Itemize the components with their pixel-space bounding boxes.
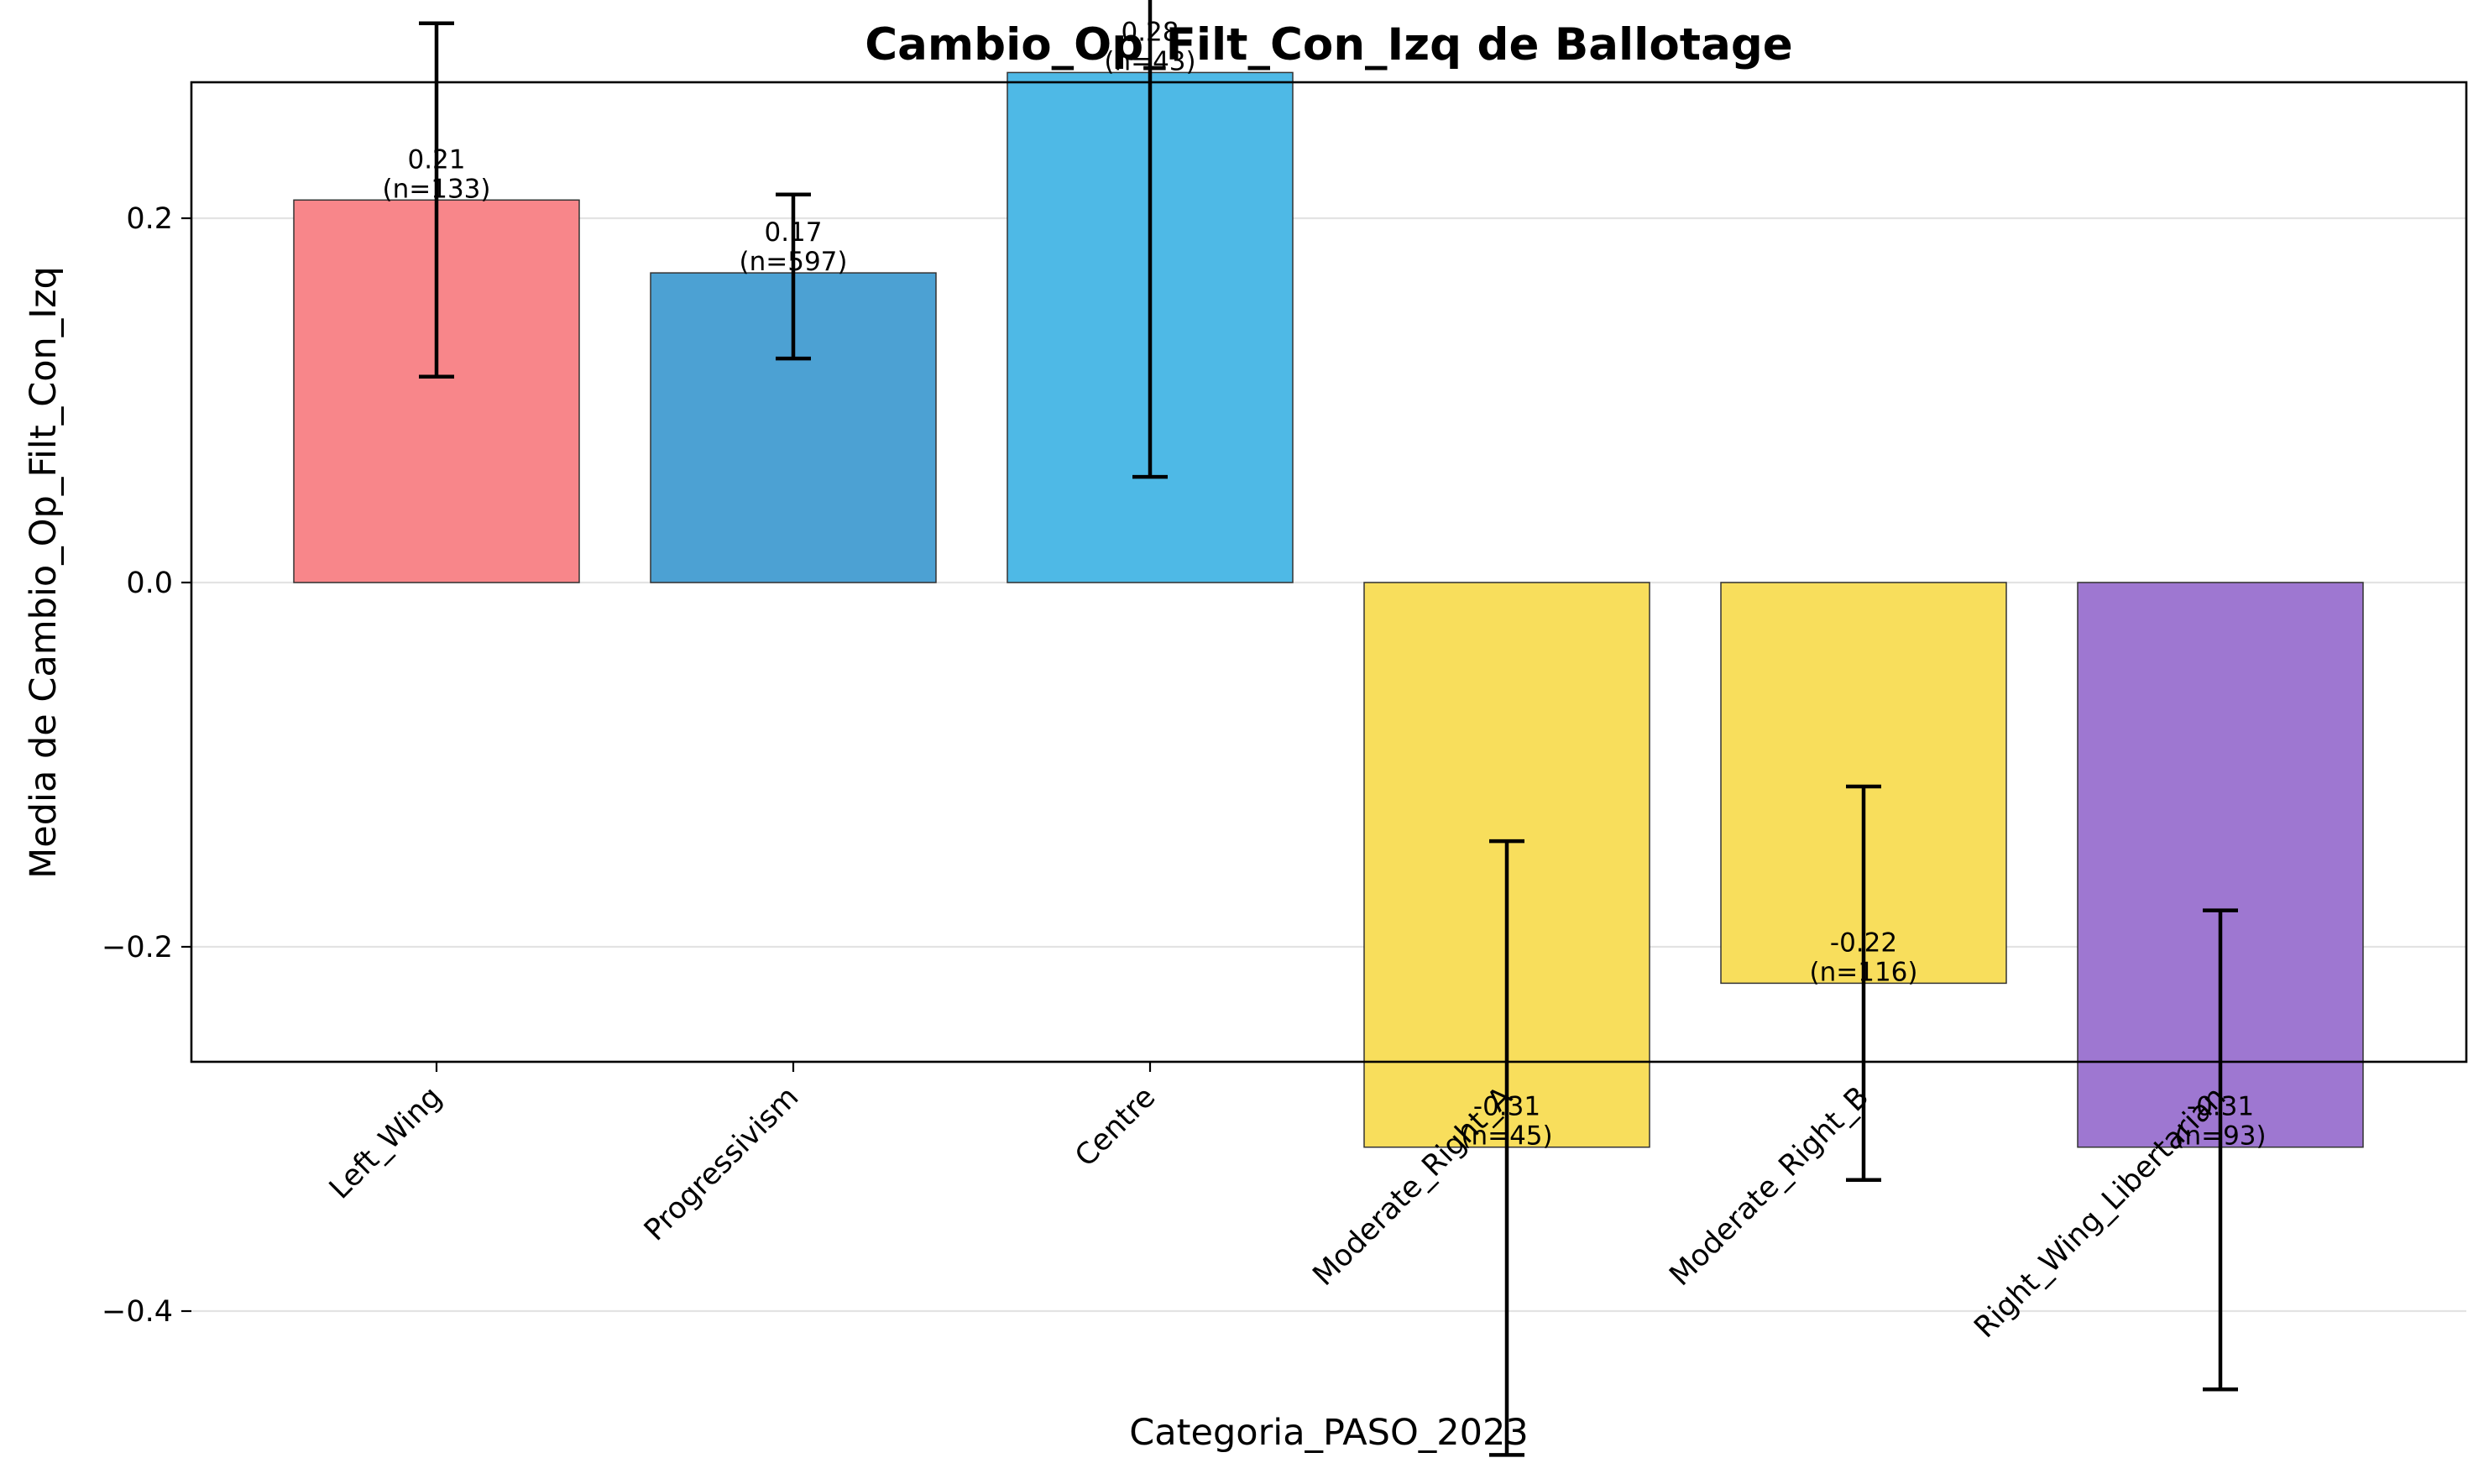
error-bars xyxy=(419,0,2238,1457)
chart-title: Cambio_Op_Filt_Con_Izq de Ballotage xyxy=(865,19,1793,71)
data-labels: 0.21(n=133)0.17(n=597)0.28(n=43)-0.31(n=… xyxy=(383,17,2267,1151)
n-label: (n=133) xyxy=(383,174,491,204)
y-axis-label: Media de Cambio_Op_Filt_Con_Izq xyxy=(23,266,65,879)
value-label: -0.22 xyxy=(1830,928,1897,958)
value-label: -0.31 xyxy=(2187,1092,2254,1122)
n-label: (n=116) xyxy=(1810,957,1918,987)
n-label: (n=93) xyxy=(2174,1121,2266,1152)
y-axis-ticks: 0.40.20.0−0.2−0.4 xyxy=(102,202,191,1329)
n-label: (n=45) xyxy=(1461,1121,1552,1152)
n-label: (n=43) xyxy=(1104,46,1195,76)
y-tick-label: 0.2 xyxy=(126,202,173,236)
plot-frame xyxy=(190,81,2468,1063)
value-label: 0.28 xyxy=(1121,17,1179,47)
value-label: 0.17 xyxy=(764,217,822,248)
n-label: (n=597) xyxy=(740,247,848,277)
y-tick-label: 0.0 xyxy=(126,567,173,600)
x-axis-label: Categoria_PASO_2023 xyxy=(1129,1412,1528,1454)
value-label: 0.21 xyxy=(407,144,465,175)
y-tick-label: −0.4 xyxy=(102,1295,173,1329)
value-label: -0.31 xyxy=(1473,1092,1540,1122)
y-tick-label: −0.2 xyxy=(102,931,173,964)
